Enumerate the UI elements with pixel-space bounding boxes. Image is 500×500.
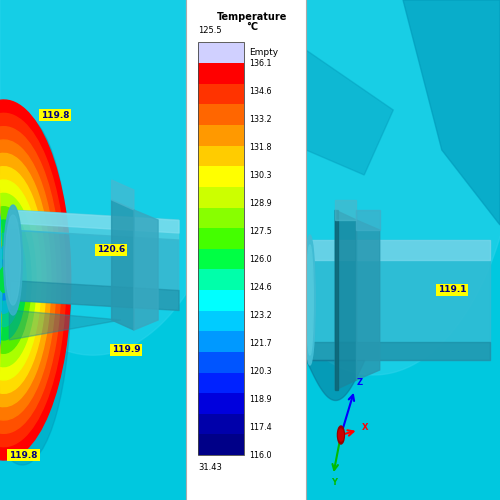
Text: °C: °C xyxy=(246,22,258,32)
Polygon shape xyxy=(112,180,134,210)
Bar xyxy=(198,42,244,63)
Bar xyxy=(198,84,244,104)
Text: 134.6: 134.6 xyxy=(250,86,272,96)
Polygon shape xyxy=(356,210,380,230)
Polygon shape xyxy=(228,0,500,375)
Bar xyxy=(198,290,244,310)
Polygon shape xyxy=(10,210,178,240)
Polygon shape xyxy=(335,200,356,220)
Wedge shape xyxy=(3,260,11,300)
Text: 136.1: 136.1 xyxy=(250,58,272,68)
Bar xyxy=(198,42,244,455)
Text: 116.0: 116.0 xyxy=(250,450,272,460)
Bar xyxy=(198,208,244,228)
Ellipse shape xyxy=(304,235,315,365)
Text: Temperature: Temperature xyxy=(217,12,287,22)
Wedge shape xyxy=(0,100,70,460)
Text: Empty: Empty xyxy=(250,48,278,58)
Polygon shape xyxy=(335,210,356,390)
Polygon shape xyxy=(134,210,158,330)
Text: 120.3: 120.3 xyxy=(250,366,272,376)
Polygon shape xyxy=(112,200,134,330)
Text: 126.0: 126.0 xyxy=(250,254,272,264)
Circle shape xyxy=(338,426,344,444)
Polygon shape xyxy=(0,0,186,355)
Text: X: X xyxy=(362,423,369,432)
Text: 124.6: 124.6 xyxy=(250,282,272,292)
Bar xyxy=(198,414,244,434)
Ellipse shape xyxy=(6,215,20,305)
Bar xyxy=(198,331,244,352)
Bar xyxy=(198,166,244,187)
Text: Y: Y xyxy=(331,478,337,487)
Polygon shape xyxy=(10,230,178,310)
Text: Z: Z xyxy=(356,378,362,387)
Text: 121.7: 121.7 xyxy=(250,338,272,347)
Ellipse shape xyxy=(0,115,70,465)
Ellipse shape xyxy=(4,205,22,315)
Bar xyxy=(198,352,244,372)
Bar xyxy=(198,270,244,290)
Text: 117.4: 117.4 xyxy=(250,422,272,432)
Bar xyxy=(198,310,244,331)
Bar xyxy=(198,228,244,249)
Polygon shape xyxy=(10,310,121,340)
Wedge shape xyxy=(2,246,16,314)
Bar xyxy=(198,187,244,208)
Circle shape xyxy=(0,268,8,292)
Polygon shape xyxy=(306,50,394,175)
Circle shape xyxy=(338,429,343,441)
Bar xyxy=(198,125,244,146)
Text: 119.1: 119.1 xyxy=(438,286,466,294)
Text: 120.6: 120.6 xyxy=(96,246,125,254)
Wedge shape xyxy=(0,154,51,406)
Text: 125.5: 125.5 xyxy=(198,26,222,35)
Wedge shape xyxy=(0,140,56,420)
Wedge shape xyxy=(2,220,26,340)
Bar xyxy=(198,146,244,166)
Wedge shape xyxy=(1,194,36,366)
Bar xyxy=(198,104,244,125)
Wedge shape xyxy=(0,166,46,394)
Bar xyxy=(198,372,244,393)
Ellipse shape xyxy=(0,125,60,435)
Ellipse shape xyxy=(306,245,314,355)
Text: 119.9: 119.9 xyxy=(112,346,140,354)
Wedge shape xyxy=(0,126,61,434)
Text: 118.9: 118.9 xyxy=(250,394,272,404)
Text: 128.9: 128.9 xyxy=(250,198,272,207)
Text: 119.8: 119.8 xyxy=(10,450,38,460)
Text: 31.43: 31.43 xyxy=(198,462,222,471)
Bar xyxy=(198,63,244,84)
Wedge shape xyxy=(0,114,66,446)
Wedge shape xyxy=(0,180,41,380)
Text: 119.8: 119.8 xyxy=(41,110,70,120)
Bar xyxy=(198,249,244,270)
Text: 133.2: 133.2 xyxy=(250,114,272,124)
Text: 123.2: 123.2 xyxy=(250,310,272,320)
Text: 127.5: 127.5 xyxy=(250,226,272,235)
Text: 130.3: 130.3 xyxy=(250,170,272,179)
Polygon shape xyxy=(356,220,380,380)
Polygon shape xyxy=(403,0,500,225)
Bar xyxy=(198,434,244,455)
Bar xyxy=(198,393,244,414)
Wedge shape xyxy=(2,206,31,354)
Wedge shape xyxy=(2,234,21,326)
Polygon shape xyxy=(335,210,338,390)
Text: 131.8: 131.8 xyxy=(250,142,272,152)
